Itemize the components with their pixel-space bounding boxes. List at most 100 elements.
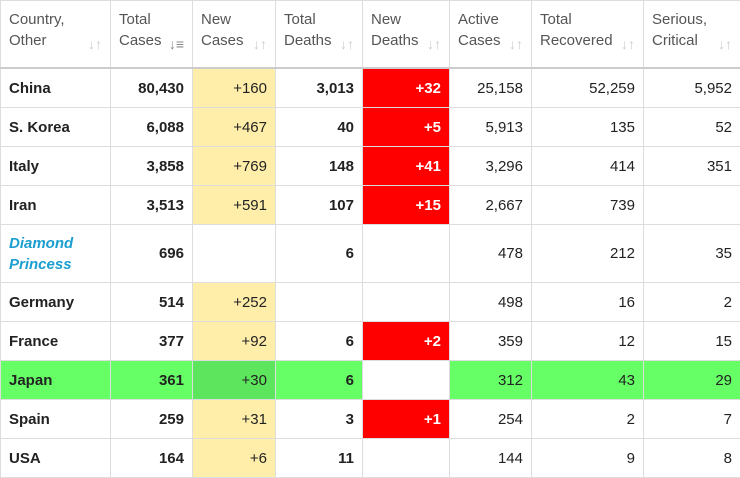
cell-critical: 29 <box>644 361 740 400</box>
cell-country: S. Korea <box>1 108 111 147</box>
cell-recovered: 52,259 <box>532 68 644 108</box>
cell-active: 25,158 <box>450 68 532 108</box>
cell-new-deaths <box>363 283 450 322</box>
cell-new-cases: +92 <box>193 322 276 361</box>
cell-recovered: 43 <box>532 361 644 400</box>
cell-country: China <box>1 68 111 108</box>
sort-icon[interactable]: ↓↑ <box>621 34 635 55</box>
cell-country: Iran <box>1 186 111 225</box>
cell-total-cases: 514 <box>111 283 193 322</box>
cell-new-deaths: +1 <box>363 400 450 439</box>
cell-total-cases: 80,430 <box>111 68 193 108</box>
sort-icon[interactable]: ↓↑ <box>340 34 354 55</box>
cell-country: Japan <box>1 361 111 400</box>
cell-new-cases: +252 <box>193 283 276 322</box>
column-header-total-recovered[interactable]: Total Recovered ↓↑ <box>532 1 644 69</box>
cell-total-deaths: 11 <box>276 439 363 478</box>
cell-recovered: 12 <box>532 322 644 361</box>
cell-recovered: 16 <box>532 283 644 322</box>
header-label-line2: Critical <box>652 32 698 49</box>
sort-icon[interactable]: ↓↑ <box>253 34 267 55</box>
header-label-line2: Cases <box>119 32 162 49</box>
cell-new-deaths <box>363 225 450 283</box>
cell-country: Spain <box>1 400 111 439</box>
sort-icon[interactable]: ↓↑ <box>88 34 102 55</box>
cell-active: 312 <box>450 361 532 400</box>
header-label-line1: Total <box>540 11 572 28</box>
cell-new-cases: +160 <box>193 68 276 108</box>
column-header-total-cases[interactable]: Total Cases ↓≡ <box>111 1 193 69</box>
cell-total-deaths: 148 <box>276 147 363 186</box>
sort-icon[interactable]: ↓↑ <box>718 34 732 55</box>
cell-total-deaths: 107 <box>276 186 363 225</box>
column-header-serious-critical[interactable]: Serious, Critical ↓↑ <box>644 1 740 69</box>
cell-new-deaths <box>363 361 450 400</box>
cell-critical: 5,952 <box>644 68 740 108</box>
cell-active: 359 <box>450 322 532 361</box>
cell-total-deaths: 6 <box>276 322 363 361</box>
cell-total-deaths: 3 <box>276 400 363 439</box>
cell-country[interactable]: Diamond Princess <box>1 225 111 283</box>
header-label-line2: Deaths <box>284 32 332 49</box>
cell-new-cases <box>193 225 276 283</box>
header-label-line1: Serious, <box>652 11 707 28</box>
sort-icon[interactable]: ↓↑ <box>427 34 441 55</box>
header-label-line1: New <box>201 11 231 28</box>
cell-new-cases: +6 <box>193 439 276 478</box>
header-label-line2: Recovered <box>540 32 613 49</box>
cell-active: 3,296 <box>450 147 532 186</box>
cell-country: Germany <box>1 283 111 322</box>
cell-new-cases: +591 <box>193 186 276 225</box>
cell-active: 478 <box>450 225 532 283</box>
cell-total-cases: 3,513 <box>111 186 193 225</box>
cell-critical: 52 <box>644 108 740 147</box>
header-label-line1: Active <box>458 11 499 28</box>
cell-new-deaths: +41 <box>363 147 450 186</box>
column-header-total-deaths[interactable]: Total Deaths ↓↑ <box>276 1 363 69</box>
cell-active: 5,913 <box>450 108 532 147</box>
cell-recovered: 2 <box>532 400 644 439</box>
header-label-line2: Deaths <box>371 32 419 49</box>
cell-country: Italy <box>1 147 111 186</box>
header-label-line1: Total <box>284 11 316 28</box>
cell-active: 498 <box>450 283 532 322</box>
cell-new-deaths: +5 <box>363 108 450 147</box>
cell-active: 254 <box>450 400 532 439</box>
cell-new-deaths: +2 <box>363 322 450 361</box>
cell-new-cases: +30 <box>193 361 276 400</box>
cell-total-deaths: 40 <box>276 108 363 147</box>
header-label-line1: Country, <box>9 11 65 28</box>
header-label-line2: Other <box>9 32 47 49</box>
cell-new-deaths <box>363 439 450 478</box>
cell-critical <box>644 186 740 225</box>
cell-recovered: 212 <box>532 225 644 283</box>
cell-active: 2,667 <box>450 186 532 225</box>
sort-desc-icon[interactable]: ↓≡ <box>169 34 184 55</box>
header-label-line1: Total <box>119 11 151 28</box>
sort-icon[interactable]: ↓↑ <box>509 34 523 55</box>
cell-critical: 351 <box>644 147 740 186</box>
column-header-country[interactable]: Country, Other ↓↑ <box>1 1 111 69</box>
cell-critical: 35 <box>644 225 740 283</box>
cell-critical: 7 <box>644 400 740 439</box>
cell-recovered: 135 <box>532 108 644 147</box>
cell-total-deaths <box>276 283 363 322</box>
cell-total-cases: 361 <box>111 361 193 400</box>
cell-total-cases: 377 <box>111 322 193 361</box>
cell-total-deaths: 6 <box>276 361 363 400</box>
cell-total-cases: 6,088 <box>111 108 193 147</box>
cell-total-cases: 3,858 <box>111 147 193 186</box>
cell-critical: 15 <box>644 322 740 361</box>
